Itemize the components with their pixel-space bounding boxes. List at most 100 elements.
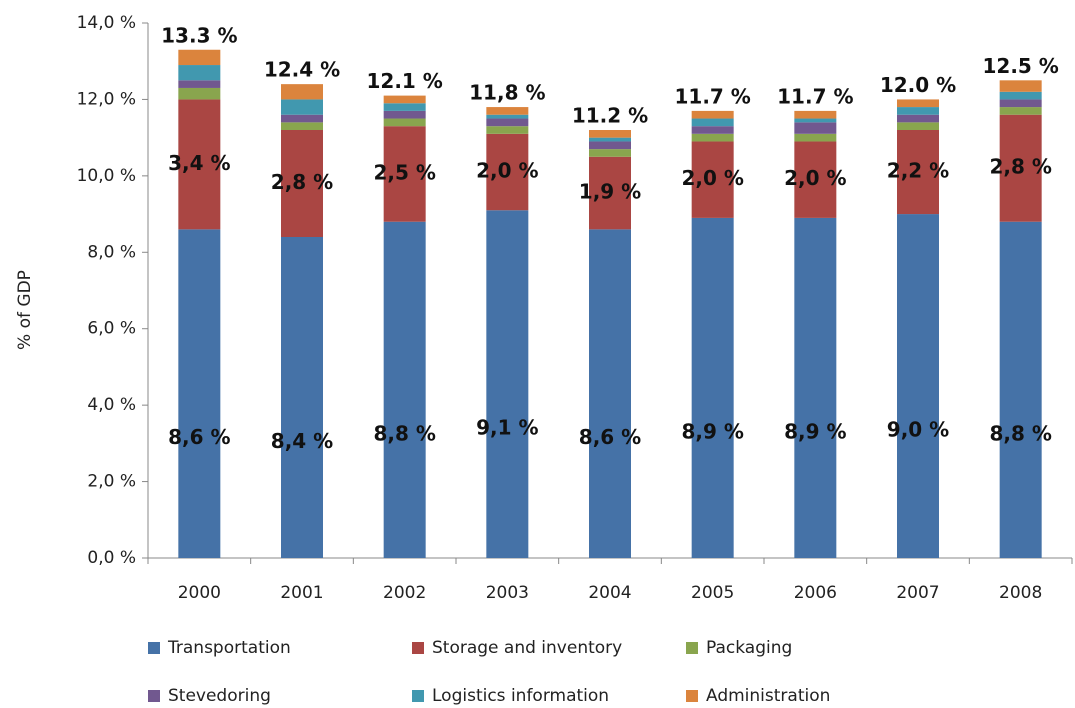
y-tick-label: 6,0 % (87, 319, 136, 339)
data-label: 8,8 % (373, 421, 435, 445)
x-tick-label: 2007 (896, 583, 939, 603)
bar-segment (383, 126, 426, 222)
bar-segment (589, 229, 631, 558)
legend-swatch (412, 642, 424, 654)
bar-segment (794, 110, 837, 119)
data-label: 8,4 % (271, 429, 333, 453)
bar-segment (486, 118, 529, 127)
total-label: 12.5 % (982, 54, 1058, 78)
x-tick-label: 2006 (794, 583, 837, 603)
bar-segment (999, 99, 1042, 108)
y-tick-label: 14,0 % (77, 13, 136, 33)
data-label: 2,0 % (784, 166, 846, 190)
bar-segment (999, 221, 1042, 558)
bar-segment (486, 107, 529, 115)
bar-segment (794, 133, 837, 142)
bar-segment (794, 122, 837, 134)
bar-segment (691, 126, 734, 134)
y-tick-label: 8,0 % (87, 242, 136, 262)
legend-swatch (148, 690, 160, 702)
bar-segment (794, 141, 837, 218)
y-tick-label: 4,0 % (87, 395, 136, 415)
data-label: 8,9 % (784, 419, 846, 443)
data-label: 2,2 % (887, 159, 949, 183)
data-label: 2,8 % (271, 170, 333, 194)
bar-segment (178, 80, 221, 88)
y-axis-title: % of GDP (15, 270, 35, 350)
legend-label: Packaging (706, 638, 792, 658)
bar-segment (589, 130, 631, 138)
data-label: 2,0 % (681, 166, 743, 190)
legend-swatch (686, 642, 698, 654)
bar-segment (486, 114, 529, 119)
bar-segment (383, 103, 426, 111)
bar-segment (281, 122, 323, 130)
bar-segment (281, 84, 323, 100)
bar-segment (691, 141, 734, 218)
legend-swatch (412, 690, 424, 702)
total-label: 13.3 % (161, 23, 237, 47)
bar-segment (589, 156, 631, 230)
bar-segment (999, 107, 1042, 115)
bar-segment (589, 137, 631, 142)
total-label: 11.2 % (572, 104, 648, 128)
legend-label: Administration (706, 686, 830, 706)
bar-segment (999, 114, 1042, 222)
data-label: 2,8 % (989, 155, 1051, 179)
bar-segment (999, 91, 1042, 100)
bar-segment (691, 110, 734, 119)
data-label: 8,8 % (989, 421, 1051, 445)
bar-segment (589, 149, 631, 157)
y-tick-label: 0,0 % (87, 548, 136, 568)
data-label: 8,6 % (579, 425, 641, 449)
bar-segment (178, 49, 221, 66)
y-tick-label: 10,0 % (77, 166, 136, 186)
bar-segment (178, 87, 221, 100)
total-label: 12.1 % (366, 69, 442, 93)
y-tick-label: 12,0 % (77, 89, 136, 109)
bar-segment (897, 122, 939, 130)
bar-segment (897, 99, 939, 108)
bar-segment (383, 95, 426, 104)
x-tick-label: 2008 (999, 583, 1042, 603)
bar-segment (897, 107, 939, 115)
bar-segment (178, 65, 221, 81)
data-label: 8,6 % (168, 425, 230, 449)
total-label: 11,8 % (469, 81, 545, 105)
bar-segment (281, 130, 323, 237)
bar-segment (897, 214, 939, 559)
bar-segment (281, 237, 323, 558)
bar-segment (281, 114, 323, 123)
data-label: 1,9 % (579, 180, 641, 204)
bar-segment (897, 114, 939, 123)
legend-label: Storage and inventory (432, 638, 622, 658)
bar-segment (383, 221, 426, 558)
total-label: 11.7 % (777, 84, 853, 108)
data-label: 3,4 % (168, 151, 230, 175)
bar-segment (794, 118, 837, 123)
legend-label: Stevedoring (168, 686, 271, 706)
x-tick-label: 2000 (178, 583, 221, 603)
data-label: 9,0 % (887, 418, 949, 442)
bar-segment (589, 141, 631, 150)
legend-label: Transportation (167, 638, 291, 658)
legend-swatch (686, 690, 698, 702)
total-label: 11.7 % (674, 84, 750, 108)
bar-segment (486, 133, 529, 211)
bar-segment (178, 229, 221, 558)
bar-segment (486, 126, 529, 134)
x-tick-label: 2002 (383, 583, 426, 603)
y-tick-label: 2,0 % (87, 472, 136, 492)
bar-segment (281, 99, 323, 115)
total-label: 12.0 % (880, 73, 956, 97)
bar-segment (691, 118, 734, 127)
x-tick-label: 2003 (486, 583, 529, 603)
data-label: 9,1 % (476, 416, 538, 440)
x-tick-label: 2005 (691, 583, 734, 603)
data-label: 8,9 % (681, 419, 743, 443)
x-tick-label: 2004 (588, 583, 631, 603)
data-label: 2,5 % (373, 160, 435, 184)
bar-segment (383, 110, 426, 119)
bar-segment (999, 80, 1042, 92)
